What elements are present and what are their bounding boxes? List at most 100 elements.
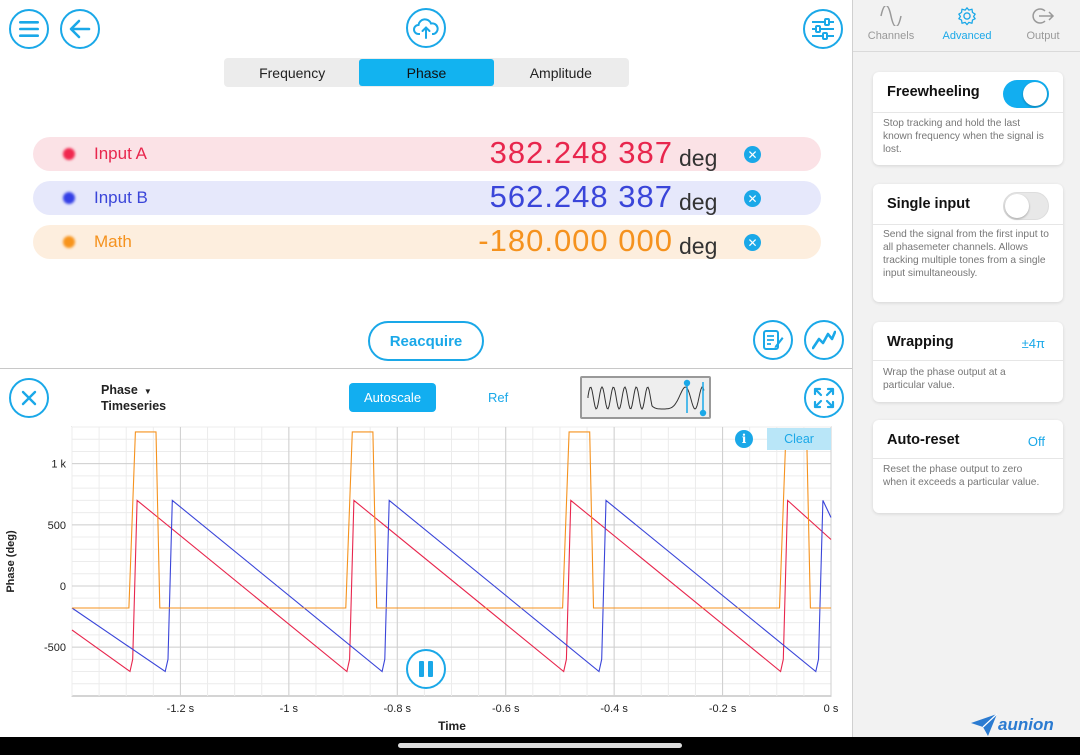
cloud-upload-icon xyxy=(413,18,439,39)
close-plot-button[interactable] xyxy=(9,378,49,418)
ref-button[interactable]: Ref xyxy=(488,390,509,405)
wrapping-value[interactable]: ±4π xyxy=(1021,336,1045,351)
channel-unit: deg xyxy=(679,189,718,215)
single-input-toggle[interactable] xyxy=(1003,192,1049,220)
close-icon[interactable]: ✕ xyxy=(744,190,761,207)
section-divider xyxy=(0,368,852,369)
sine-wave-icon xyxy=(880,6,902,26)
channel-row-input-b[interactable]: Input B 562.248 387 deg ✕ xyxy=(33,179,821,215)
tab-frequency[interactable]: Frequency xyxy=(259,64,326,81)
notes-button[interactable] xyxy=(753,320,793,360)
clear-button[interactable]: Clear xyxy=(767,428,831,450)
home-indicator-bar xyxy=(0,737,1080,755)
series-line-0 xyxy=(71,499,832,673)
reacquire-button[interactable]: Reacquire xyxy=(368,321,484,361)
tab-advanced[interactable]: Advanced xyxy=(929,0,1005,51)
tab-output[interactable]: Output xyxy=(1005,0,1080,51)
y-tick-label: 500 xyxy=(48,520,66,532)
channel-row-math[interactable]: Math -180.000 000 deg ✕ xyxy=(33,223,821,259)
y-tick-label: 1 k xyxy=(51,459,66,471)
x-tick-label: -0.6 s xyxy=(492,703,520,715)
card-description: Wrap the phase output at a particular va… xyxy=(883,367,1006,391)
menu-button[interactable] xyxy=(9,9,49,49)
card-auto-reset[interactable]: Auto-reset Off Reset the phase output to… xyxy=(873,420,1063,513)
x-tick-label: 0 s xyxy=(824,703,839,715)
y-tick-label: 0 xyxy=(60,581,66,593)
x-tick-label: -0.8 s xyxy=(384,703,412,715)
x-tick-label: -0.4 s xyxy=(600,703,628,715)
auto-reset-value[interactable]: Off xyxy=(1027,434,1045,449)
graph-button[interactable] xyxy=(804,320,844,360)
tab-label: Output xyxy=(1026,30,1060,42)
plot-type-selector[interactable]: Phase ▼ Timeseries xyxy=(101,383,166,413)
toggle-knob xyxy=(1023,82,1047,106)
tab-channels[interactable]: Channels xyxy=(853,0,929,51)
close-icon[interactable]: ✕ xyxy=(744,146,761,163)
card-divider xyxy=(873,224,1063,225)
phase-timeseries-chart[interactable]: -1.2 s -1 s -0.8 s -0.6 s -0.4 s -0.2 s 0 s -50… xyxy=(0,420,852,737)
channel-value: 382.248 387 xyxy=(489,135,673,170)
notepad-edit-icon xyxy=(763,330,784,350)
card-title: Freewheeling xyxy=(887,84,980,100)
x-tick-label: -1.2 s xyxy=(167,703,195,715)
card-single-input: Single input Send the signal from the fi… xyxy=(873,184,1063,302)
freewheeling-toggle[interactable] xyxy=(1003,80,1049,108)
tab-phase[interactable]: Phase xyxy=(359,59,494,86)
plot-selector-line1: Phase xyxy=(101,383,138,397)
channel-name: Input A xyxy=(94,144,147,163)
channel-unit: deg xyxy=(679,233,718,259)
info-icon[interactable]: i xyxy=(735,430,753,448)
measurement-mode-tabs: Frequency Phase Amplitude xyxy=(224,58,629,87)
back-button[interactable] xyxy=(60,9,100,49)
card-wrapping[interactable]: Wrapping ±4π Wrap the phase output at a … xyxy=(873,322,1063,402)
card-divider xyxy=(873,360,1063,361)
y-tick-label: -500 xyxy=(44,642,66,654)
channel-value: -180.000 000 xyxy=(478,223,673,258)
gear-icon xyxy=(958,7,976,26)
settings-button[interactable] xyxy=(803,9,843,49)
card-description: Reset the phase output to zero when it e… xyxy=(883,464,1040,488)
x-axis-label: Time xyxy=(438,719,466,733)
brand-name: aunion xyxy=(998,715,1054,734)
expand-arrows-icon xyxy=(813,387,835,409)
tab-amplitude[interactable]: Amplitude xyxy=(529,64,592,81)
settings-sidebar: Channels Advanced Output Freewheeling St… xyxy=(852,0,1080,737)
channel-color-dot xyxy=(63,236,75,248)
card-title: Single input xyxy=(887,196,970,212)
channel-name: Input B xyxy=(94,188,148,207)
dropdown-caret-icon: ▼ xyxy=(143,387,152,396)
close-icon xyxy=(21,390,37,406)
series-line-1 xyxy=(71,499,832,673)
channel-name: Math xyxy=(94,232,132,251)
overview-waveform xyxy=(587,379,707,417)
trend-graph-icon xyxy=(812,330,836,350)
timeseries-overview-thumbnail[interactable] xyxy=(580,376,711,419)
card-title: Wrapping xyxy=(887,334,954,350)
tab-label: Advanced xyxy=(942,30,992,42)
channel-color-dot xyxy=(63,192,75,204)
paper-plane-logo-icon xyxy=(971,713,998,736)
close-icon[interactable]: ✕ xyxy=(744,234,761,251)
pause-button[interactable] xyxy=(406,649,446,689)
card-description: Send the signal from the first input to … xyxy=(883,229,1049,279)
channel-color-dot xyxy=(63,148,75,160)
pause-icon xyxy=(419,661,424,677)
sliders-icon xyxy=(812,18,834,40)
channel-value: 562.248 387 xyxy=(489,179,673,214)
expand-button[interactable] xyxy=(804,378,844,418)
card-freewheeling: Freewheeling Stop tracking and hold the … xyxy=(873,72,1063,165)
x-tick-label: -0.2 s xyxy=(709,703,737,715)
toggle-knob xyxy=(1005,194,1029,218)
channel-unit: deg xyxy=(679,145,718,171)
channel-row-input-a[interactable]: Input A 382.248 387 deg ✕ xyxy=(33,135,821,171)
autoscale-button[interactable]: Autoscale xyxy=(349,383,436,412)
plot-selector-line2: Timeseries xyxy=(101,399,167,413)
upload-button[interactable] xyxy=(406,8,446,48)
card-description: Stop tracking and hold the last known fr… xyxy=(883,118,1044,155)
back-arrow-icon xyxy=(69,19,91,39)
card-divider xyxy=(873,112,1063,113)
main-pane: Frequency Phase Amplitude Input A 382.24… xyxy=(0,8,852,737)
card-divider xyxy=(873,458,1063,459)
y-axis-label: Phase (deg) xyxy=(5,530,17,593)
x-tick-label: -1 s xyxy=(280,703,299,715)
